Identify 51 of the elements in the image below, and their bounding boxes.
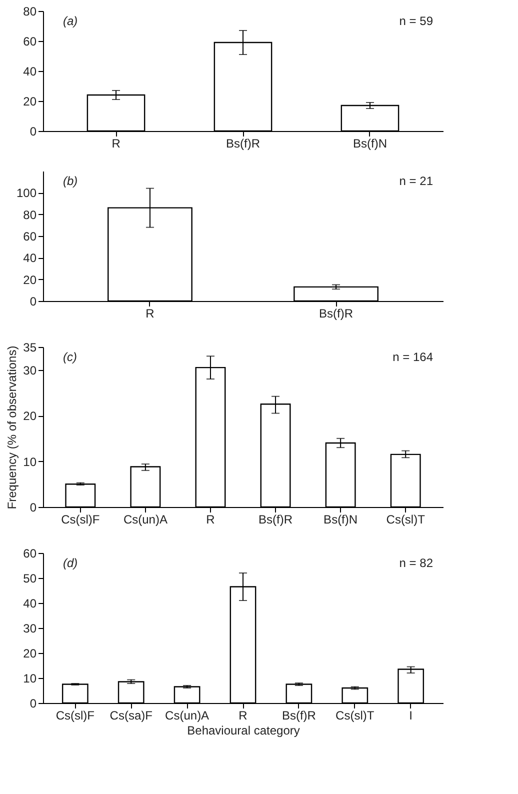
annotation: n = 164 (392, 350, 434, 364)
x-tick-label: Cs(sa)F (110, 708, 152, 722)
x-tick-label: Cs(un)A (165, 708, 210, 722)
x-tick-label: R (206, 512, 216, 526)
y-tick-label: 30 (23, 622, 37, 636)
x-tick-label: I (409, 708, 413, 722)
y-tick-label: 10 (23, 454, 37, 469)
x-tick-label: Bs(f)N (352, 136, 387, 150)
y-tick-label: 100 (16, 186, 37, 200)
y-axis-title: Frequency (% of observations) (5, 346, 20, 510)
x-tick-label: Bs(f)R (258, 512, 293, 526)
annotation: n = 21 (399, 174, 434, 188)
y-tick-label: 60 (23, 230, 37, 244)
x-tick-label: Cs(sl)F (56, 708, 94, 722)
y-tick-label: 80 (23, 208, 37, 222)
y-tick-label: 0 (30, 294, 37, 308)
y-tick-label: 80 (23, 4, 37, 18)
x-tick-label: R (146, 306, 155, 320)
y-tick-label: 20 (23, 409, 37, 424)
y-tick-label: 0 (30, 500, 37, 514)
y-tick-label: 50 (23, 572, 37, 586)
annotation: (a) (63, 14, 78, 28)
annotation: (d) (63, 556, 78, 570)
y-tick-label: 20 (23, 646, 37, 660)
annotation: (b) (63, 174, 78, 188)
y-tick-label: 10 (23, 672, 37, 686)
x-axis-title: Behavioural category (187, 724, 300, 738)
x-tick-label: Cs(un)A (123, 512, 168, 526)
y-tick-label: 40 (23, 251, 37, 266)
y-tick-label: 35 (23, 340, 37, 354)
y-tick-label: 40 (23, 64, 37, 78)
x-tick-label: Bs(f)N (324, 512, 358, 526)
y-tick-label: 20 (23, 272, 37, 287)
x-tick-label: Cs(sl)F (61, 512, 100, 526)
y-tick-label: 0 (30, 696, 37, 710)
annotation: (c) (63, 350, 77, 364)
y-tick-label: 30 (23, 363, 37, 378)
y-tick-label: 20 (23, 94, 37, 108)
y-tick-label: 40 (23, 596, 37, 610)
annotation: n = 59 (399, 14, 434, 28)
x-tick-label: R (238, 708, 248, 722)
x-tick-label: Bs(f)R (226, 136, 260, 150)
y-tick-label: 0 (30, 124, 37, 138)
x-tick-label: Cs(sl)T (386, 512, 426, 526)
annotation: n = 82 (399, 556, 434, 570)
x-tick-label: Bs(f)R (282, 708, 316, 722)
y-tick-label: 60 (23, 34, 37, 48)
x-tick-label: R (112, 136, 121, 150)
x-tick-label: Bs(f)R (319, 306, 354, 320)
x-tick-label: Cs(sl)T (336, 708, 375, 722)
y-tick-label: 60 (23, 546, 37, 560)
